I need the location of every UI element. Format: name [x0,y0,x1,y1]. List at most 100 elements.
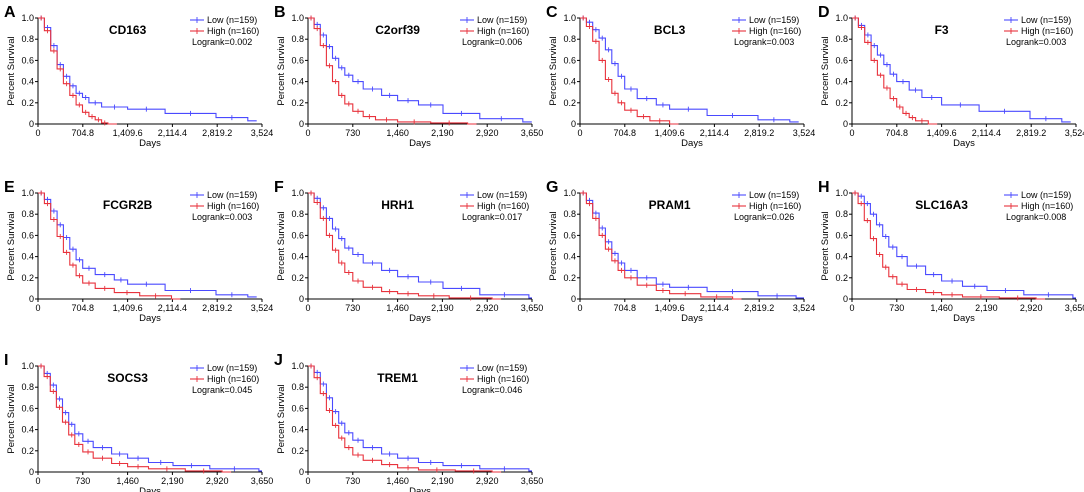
gene-label: SLC16A3 [915,198,968,212]
y-tick-label: 0.2 [291,446,304,456]
logrank-label: Logrank=0.006 [462,37,522,47]
legend-label-high: High (n=160) [207,201,259,211]
x-tick-label: 3,650 [1065,303,1084,313]
y-tick-label: 0.4 [563,77,576,87]
y-axis-label: Percent Survival [6,211,17,280]
panel-letter: J [274,352,283,369]
x-tick-label: 2,819.2 [1016,128,1046,138]
x-tick-label: 730 [345,476,360,486]
x-tick-label: 2,190 [975,303,998,313]
y-tick-label: 0.4 [291,252,304,262]
x-tick-label: 2,819.2 [202,303,232,313]
x-tick-label: 3,650 [521,303,544,313]
x-tick-label: 0 [849,303,854,313]
x-tick-label: 2,920 [476,128,499,138]
legend-label-low: Low (n=159) [477,190,527,200]
y-axis-label: Percent Survival [548,211,559,280]
gene-label: CD163 [109,23,147,37]
x-axis-label: Days [139,486,161,492]
gene-label: SOCS3 [107,371,148,385]
y-tick-label: 0.4 [21,77,34,87]
x-tick-label: 704.8 [72,303,95,313]
y-tick-label: 0.6 [21,55,34,65]
x-tick-label: 2,114.4 [158,303,187,313]
legend-label-low: Low (n=159) [207,190,257,200]
km-panel-E: E Percent Survival 0 0.2 0.4 0.6 0.8 1.0 0 704.8 1… [4,179,273,324]
x-tick-label: 730 [345,303,360,313]
x-tick-label: 0 [305,476,310,486]
y-tick-label: 1.0 [291,13,304,23]
y-axis-label: Percent Survival [6,384,17,453]
x-tick-label: 1,460 [386,476,409,486]
km-panel-G: G Percent Survival 0 0.2 0.4 0.6 0.8 1.0 0 704.8 1… [546,179,815,324]
x-tick-label: 1,409.6 [655,303,685,313]
logrank-label: Logrank=0.046 [462,385,522,395]
y-tick-label: 1.0 [21,188,34,198]
x-tick-label: 2,190 [161,476,184,486]
gene-label: BCL3 [654,23,686,37]
y-tick-label: 0.4 [835,77,848,87]
y-tick-label: 0.8 [21,34,34,44]
y-tick-label: 0.4 [291,77,304,87]
km-panel-B: B Percent Survival 0 0.2 0.4 0.6 0.8 1.0 0 730 1,4… [274,4,543,149]
gene-label: TREM1 [377,371,418,385]
x-tick-label: 3,650 [251,476,274,486]
legend-label-high: High (n=160) [207,26,259,36]
x-tick-label: 2,114.4 [158,128,187,138]
x-tick-label: 3,524 [793,128,816,138]
x-tick-label: 3,650 [521,128,544,138]
x-tick-label: 0 [577,128,582,138]
y-tick-label: 0.4 [21,425,34,435]
y-axis-label: Percent Survival [276,211,287,280]
legend-label-low: Low (n=159) [207,15,257,25]
x-tick-label: 1,409.6 [655,128,685,138]
gene-label: HRH1 [381,198,414,212]
x-tick-label: 2,190 [431,476,454,486]
logrank-label: Logrank=0.026 [734,212,794,222]
x-tick-label: 1,409.6 [927,128,957,138]
x-tick-label: 2,920 [1020,303,1043,313]
km-panel-C: C Percent Survival 0 0.2 0.4 0.6 0.8 1.0 0 704.8 1… [546,4,815,149]
gene-label: PRAM1 [649,198,691,212]
x-tick-label: 2,819.2 [202,128,232,138]
km-panel-F: F Percent Survival 0 0.2 0.4 0.6 0.8 1.0 0 730 1,4… [274,179,543,324]
legend-label-low: Low (n=159) [749,190,799,200]
legend-label-high: High (n=160) [749,26,801,36]
logrank-label: Logrank=0.002 [192,37,252,47]
panel-letter: E [4,179,15,196]
y-tick-label: 0.6 [835,55,848,65]
y-tick-label: 0.6 [563,55,576,65]
panel-letter: B [274,4,286,21]
y-tick-label: 0.6 [21,403,34,413]
y-tick-label: 0.8 [291,382,304,392]
legend-label-low: Low (n=159) [1021,15,1071,25]
y-tick-label: 0 [299,119,304,129]
logrank-label: Logrank=0.003 [192,212,252,222]
x-tick-label: 730 [889,303,904,313]
y-tick-label: 0 [299,294,304,304]
y-axis-label: Percent Survival [276,36,287,105]
x-tick-label: 3,524 [251,128,274,138]
km-curve-high [38,17,117,125]
x-tick-label: 704.8 [72,128,95,138]
x-tick-label: 3,650 [521,476,544,486]
gene-label: C2orf39 [375,23,420,37]
legend-label-high: High (n=160) [477,374,529,384]
legend-label-low: Low (n=159) [477,15,527,25]
km-panel-J: J Percent Survival 0 0.2 0.4 0.6 0.8 1.0 0 730 1,4… [274,352,543,492]
y-tick-label: 1.0 [563,13,576,23]
x-tick-label: 2,114.4 [700,303,729,313]
x-tick-label: 1,460 [386,128,409,138]
y-axis-label: Percent Survival [820,36,831,105]
y-tick-label: 0.2 [563,98,576,108]
y-tick-label: 0 [29,119,34,129]
x-axis-label: Days [953,138,975,149]
legend-label-low: Low (n=159) [207,363,257,373]
y-tick-label: 0.2 [563,273,576,283]
logrank-label: Logrank=0.003 [1006,37,1066,47]
panel-letter: F [274,179,284,196]
x-axis-label: Days [953,313,975,324]
gene-label: F3 [935,23,949,37]
panel-letter: G [546,179,558,196]
